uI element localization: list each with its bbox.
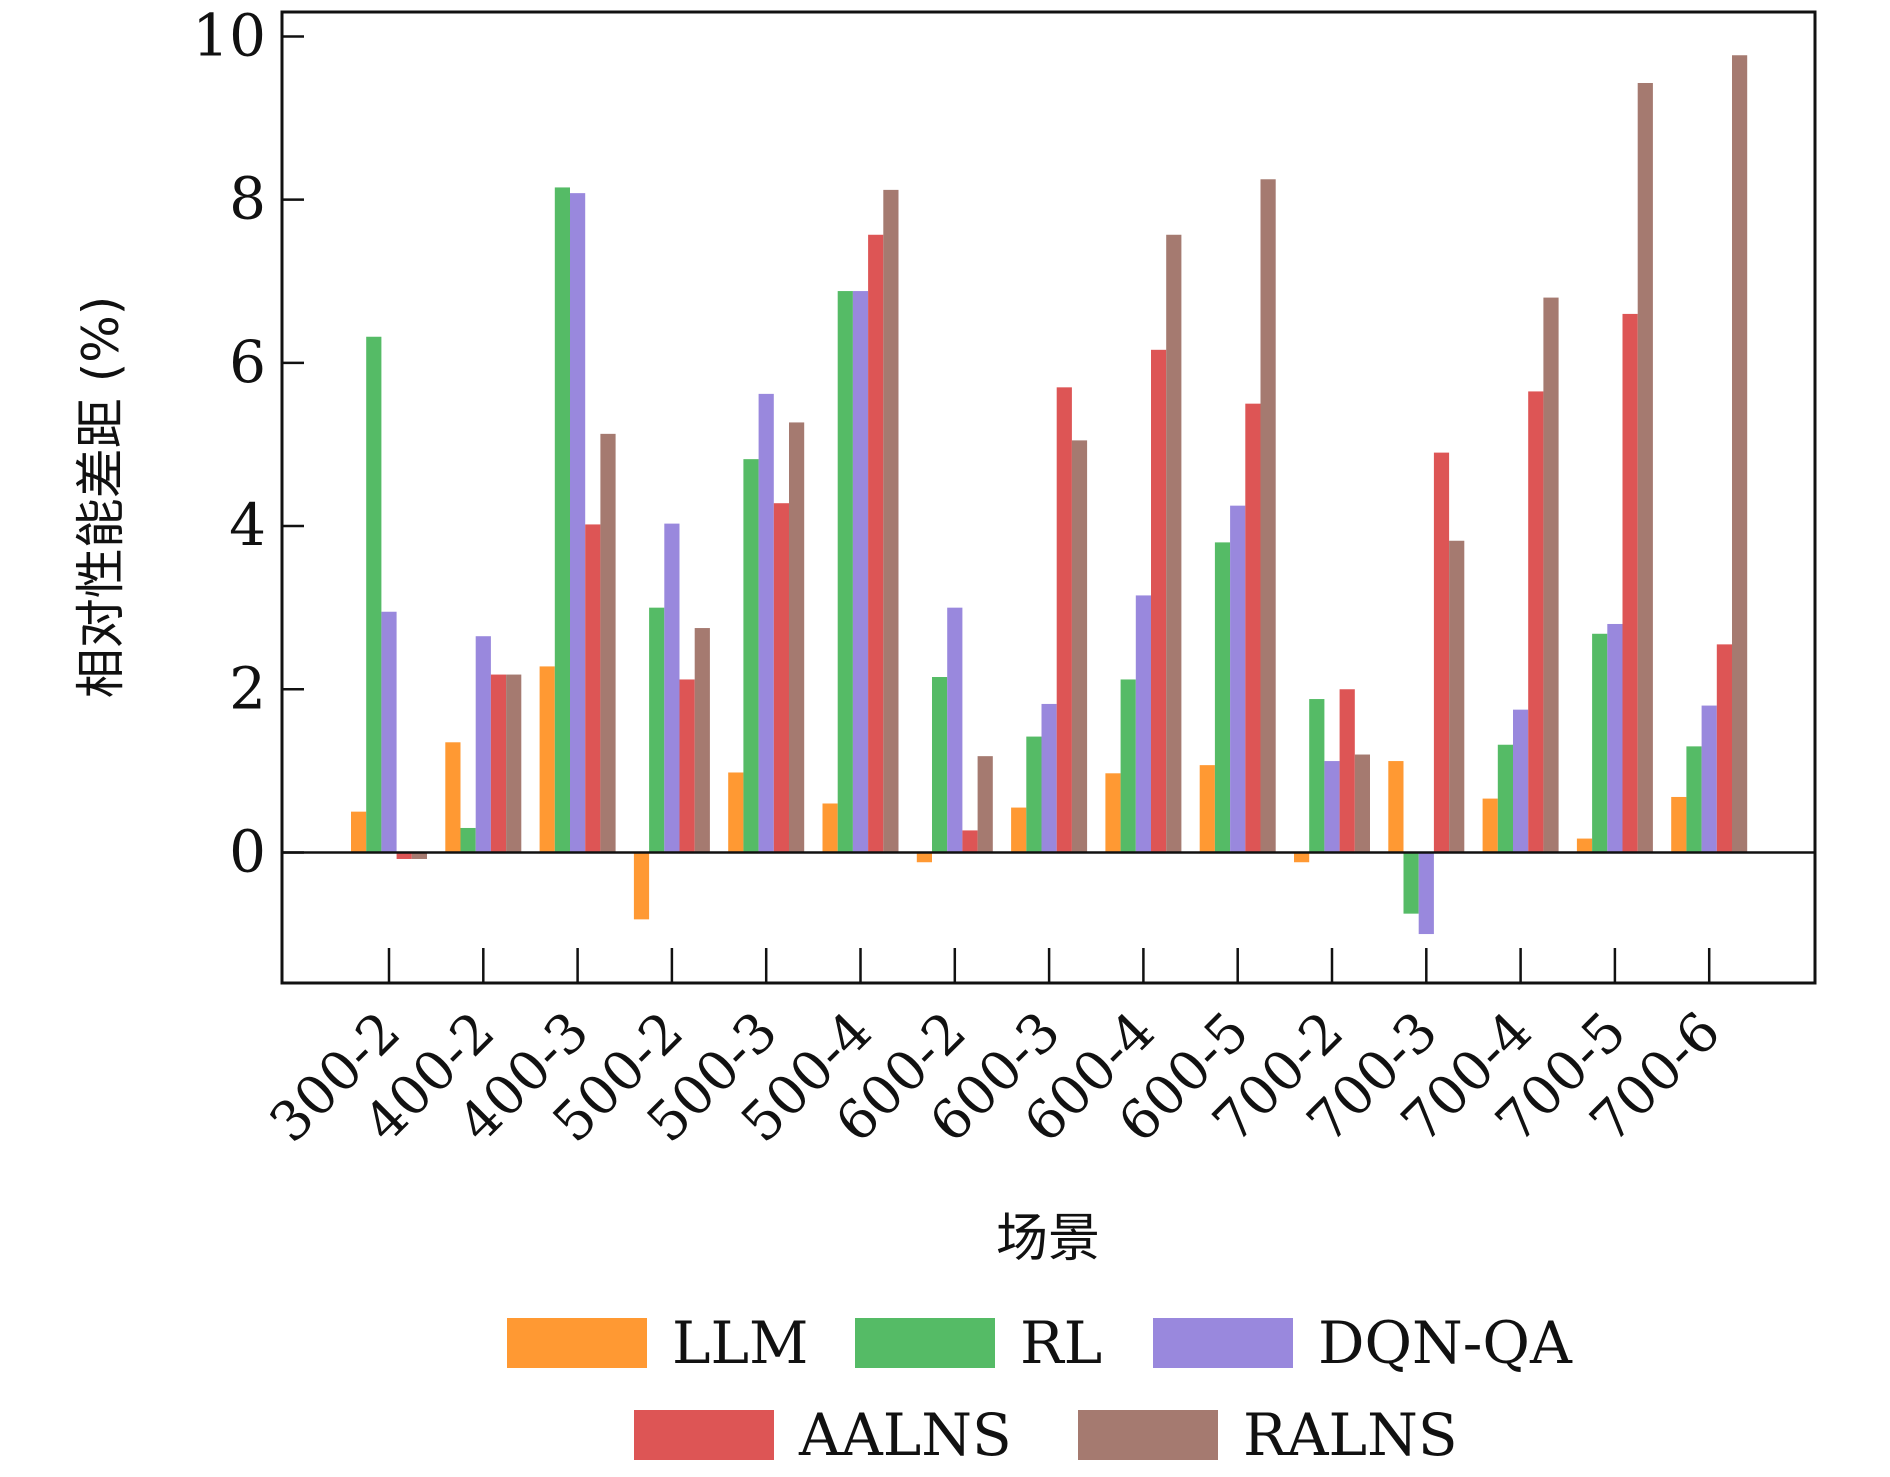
bar-aalns-700-6 [1716,644,1732,853]
bar-rl-600-4 [1120,679,1136,853]
bar-rl-700-2 [1309,699,1325,853]
bar-ralns-300-2 [411,852,427,859]
bar-ralns-500-3 [789,422,805,853]
bar-llm-500-4 [822,803,838,853]
x-axis-label: 场景 [996,1209,1100,1269]
bar-llm-600-3 [1011,807,1027,853]
bar-dqn-qa-600-2 [947,607,963,853]
y-tick-label: 6 [229,328,266,396]
y-tick-label: 10 [192,1,266,69]
bar-ralns-700-6 [1732,55,1748,853]
bar-rl-600-5 [1214,542,1231,853]
legend-swatch-rl [855,1318,995,1368]
bar-ralns-500-4 [883,189,899,853]
bar-aalns-600-2 [962,830,978,853]
bar-llm-400-3 [539,666,555,853]
bar-aalns-700-2 [1339,689,1355,853]
bar-llm-700-2 [1294,852,1310,863]
bar-llm-400-2 [445,742,461,853]
bar-dqn-qa-500-2 [664,523,680,853]
bar-dqn-qa-600-4 [1135,595,1151,853]
bar-rl-500-2 [649,607,665,853]
bar-rl-400-3 [554,187,570,853]
bar-ralns-700-5 [1637,82,1653,853]
bar-ralns-700-2 [1354,754,1370,853]
bar-llm-600-2 [916,852,932,863]
bar-dqn-qa-500-3 [758,393,774,853]
bar-llm-300-2 [351,811,367,853]
bar-rl-500-4 [837,291,853,853]
bar-ralns-700-3 [1449,540,1465,853]
bar-ralns-400-3 [600,433,616,853]
bar-aalns-500-3 [773,503,789,853]
bar-dqn-qa-600-3 [1041,703,1057,853]
bar-llm-700-5 [1576,838,1593,853]
bar-aalns-400-2 [490,674,507,853]
legend-label-ralns: RALNS [1243,1401,1458,1469]
bar-rl-700-5 [1592,633,1608,853]
y-tick-label: 8 [229,165,266,233]
bar-aalns-500-4 [868,234,884,853]
bar-rl-600-3 [1026,736,1042,853]
bar-llm-600-4 [1105,773,1121,853]
bar-rl-300-2 [366,336,382,853]
bar-aalns-300-2 [396,852,412,859]
legend-label-aalns: AALNS [798,1401,1012,1469]
bar-rl-700-6 [1686,746,1702,853]
bar-aalns-700-5 [1622,313,1638,853]
bar-aalns-400-3 [585,524,601,853]
bar-rl-700-4 [1497,744,1513,853]
bar-ralns-600-5 [1260,179,1276,853]
legend-swatch-ralns [1078,1410,1218,1460]
legend-swatch-aalns [634,1410,774,1460]
bar-aalns-500-2 [679,679,695,853]
legend-swatch-dqn-qa [1153,1318,1293,1368]
y-tick-label: 4 [229,491,266,559]
y-tick-label: 2 [229,654,266,722]
bar-aalns-600-5 [1245,403,1261,853]
bar-dqn-qa-600-5 [1230,505,1246,853]
bar-dqn-qa-700-2 [1324,761,1340,853]
bar-dqn-qa-700-6 [1701,705,1717,853]
bar-dqn-qa-700-5 [1607,623,1623,853]
bar-rl-400-2 [460,827,476,853]
legend-swatch-llm [507,1318,647,1368]
bar-dqn-qa-500-4 [852,291,869,853]
bar-llm-700-3 [1388,761,1404,853]
legend: LLM RL DQN-QA AALNS RALNS [507,1309,1573,1469]
bar-dqn-qa-400-3 [570,193,586,853]
bar-rl-700-3 [1403,852,1419,914]
bar-aalns-600-3 [1056,387,1072,853]
bar-llm-700-4 [1482,798,1498,853]
y-axis-label: 相对性能差距 (%) [72,296,130,698]
bar-ralns-600-4 [1166,234,1182,853]
bar-dqn-qa-300-2 [381,611,397,853]
legend-label-dqn-qa: DQN-QA [1318,1309,1573,1377]
legend-label-llm: LLM [672,1309,808,1377]
bar-llm-700-6 [1671,796,1687,853]
y-tick-label: 0 [229,817,266,885]
bar-dqn-qa-400-2 [475,636,491,853]
bar-rl-500-3 [743,459,759,853]
bar-ralns-700-4 [1543,297,1559,853]
bar-ralns-600-3 [1071,440,1088,853]
bar-llm-500-3 [728,772,744,853]
bar-ralns-400-2 [506,674,522,853]
bar-dqn-qa-700-3 [1418,852,1434,935]
bar-aalns-700-4 [1528,391,1544,853]
bar-aalns-600-4 [1151,349,1167,853]
bar-llm-500-2 [633,852,650,920]
bar-aalns-700-3 [1433,452,1450,853]
bar-llm-600-5 [1199,765,1215,853]
legend-label-rl: RL [1020,1309,1102,1377]
bar-ralns-600-2 [977,756,993,853]
bar-rl-600-2 [932,677,948,853]
bar-ralns-500-2 [694,628,710,853]
bar-dqn-qa-700-4 [1513,709,1529,853]
